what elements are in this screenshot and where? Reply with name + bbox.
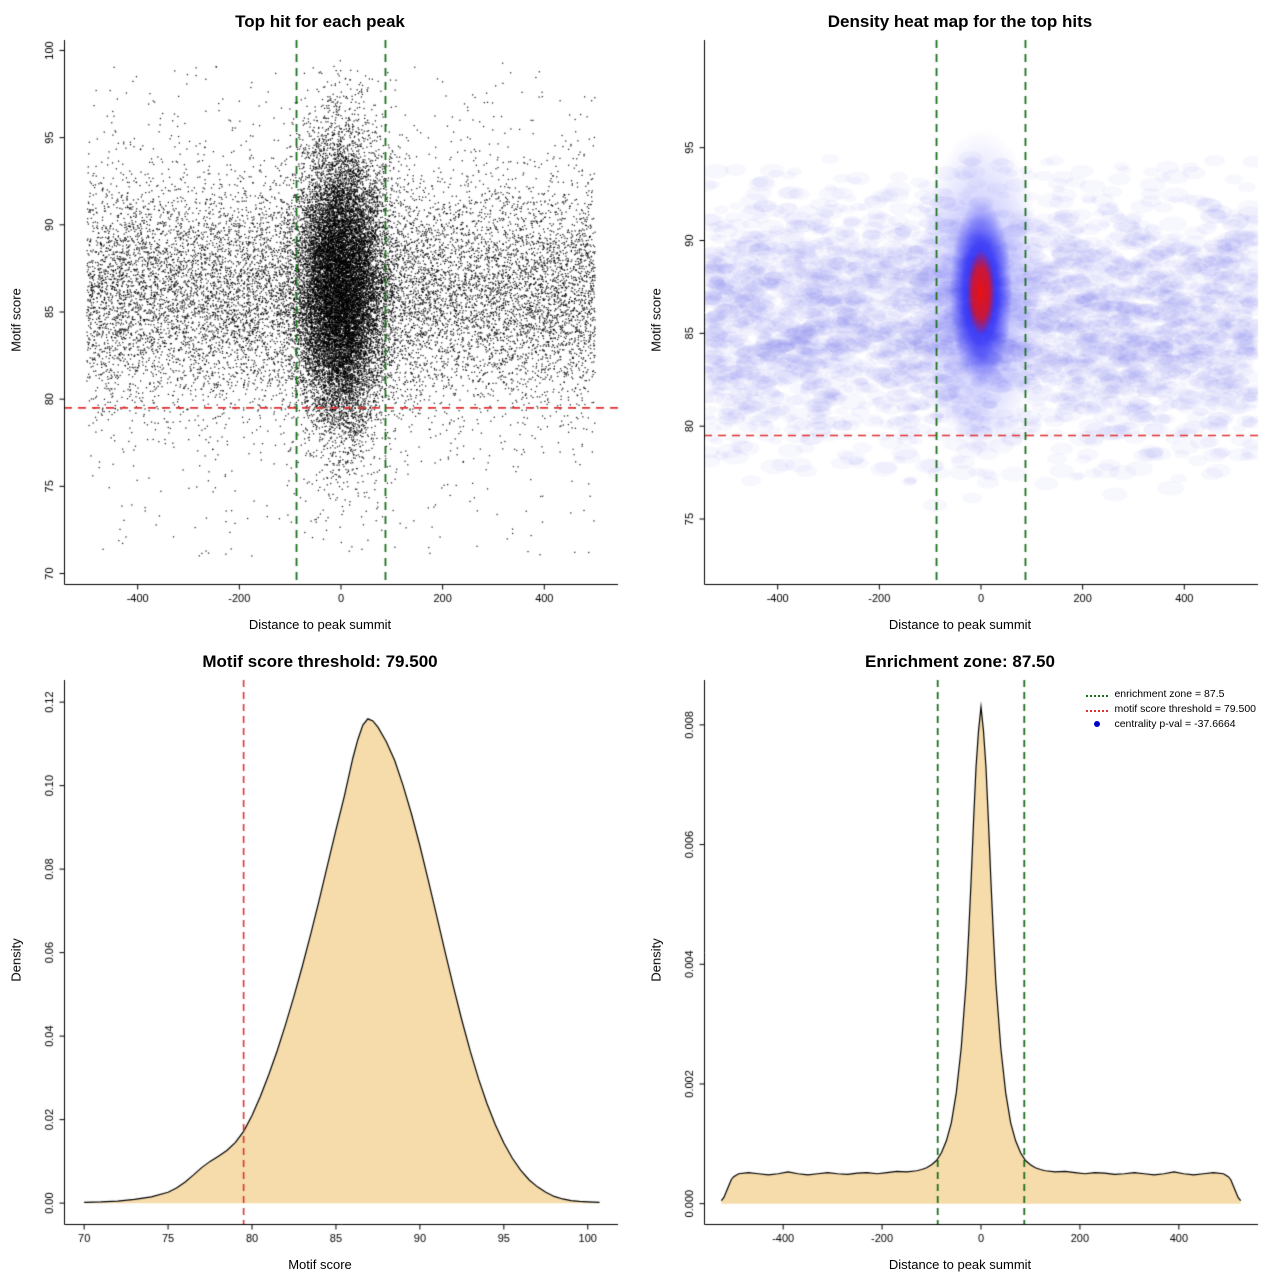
legend-item: motif score threshold = 79.500 — [1086, 703, 1256, 715]
panel-distance-density: Enrichment zone: 87.50 Distance to peak … — [640, 640, 1280, 1280]
legend-label: enrichment zone = 87.5 — [1114, 688, 1225, 700]
dotted-line-icon — [1086, 710, 1109, 712]
panel-scatter: Top hit for each peak Distance to peak s… — [0, 0, 640, 640]
legend: enrichment zone = 87.5 motif score thres… — [1086, 688, 1256, 733]
panel-title: Top hit for each peak — [235, 12, 405, 31]
point-marker-icon — [1094, 721, 1101, 727]
y-axis-label: Motif score — [648, 288, 664, 352]
panel-heatmap: Density heat map for the top hits Distan… — [640, 0, 1280, 640]
x-axis-label: Distance to peak summit — [888, 1257, 1032, 1272]
legend-item: centrality p-val = -37.6664 — [1086, 718, 1256, 730]
y-axis-label: Motif score — [8, 288, 24, 352]
legend-item: enrichment zone = 87.5 — [1086, 688, 1256, 700]
x-axis-label: Distance to peak summit — [888, 617, 1032, 632]
legend-label: motif score threshold = 79.500 — [1114, 703, 1256, 715]
panel-title: Motif score threshold: 79.500 — [202, 652, 438, 671]
distance-density-canvas — [640, 640, 1280, 1280]
legend-label: centrality p-val = -37.6664 — [1114, 718, 1236, 730]
heatmap-plot-canvas — [640, 0, 1280, 640]
panel-score-density: Motif score threshold: 79.500 Motif scor… — [0, 640, 640, 1280]
scatter-plot-canvas — [0, 0, 640, 640]
y-axis-label: Density — [648, 938, 664, 982]
x-axis-label: Motif score — [288, 1257, 352, 1272]
panel-title: Density heat map for the top hits — [827, 12, 1093, 31]
y-axis-label: Density — [8, 938, 24, 982]
panel-title: Enrichment zone: 87.50 — [865, 652, 1055, 671]
x-axis-label: Distance to peak summit — [248, 617, 392, 632]
score-density-canvas — [0, 640, 640, 1280]
dotted-line-icon — [1086, 695, 1109, 697]
